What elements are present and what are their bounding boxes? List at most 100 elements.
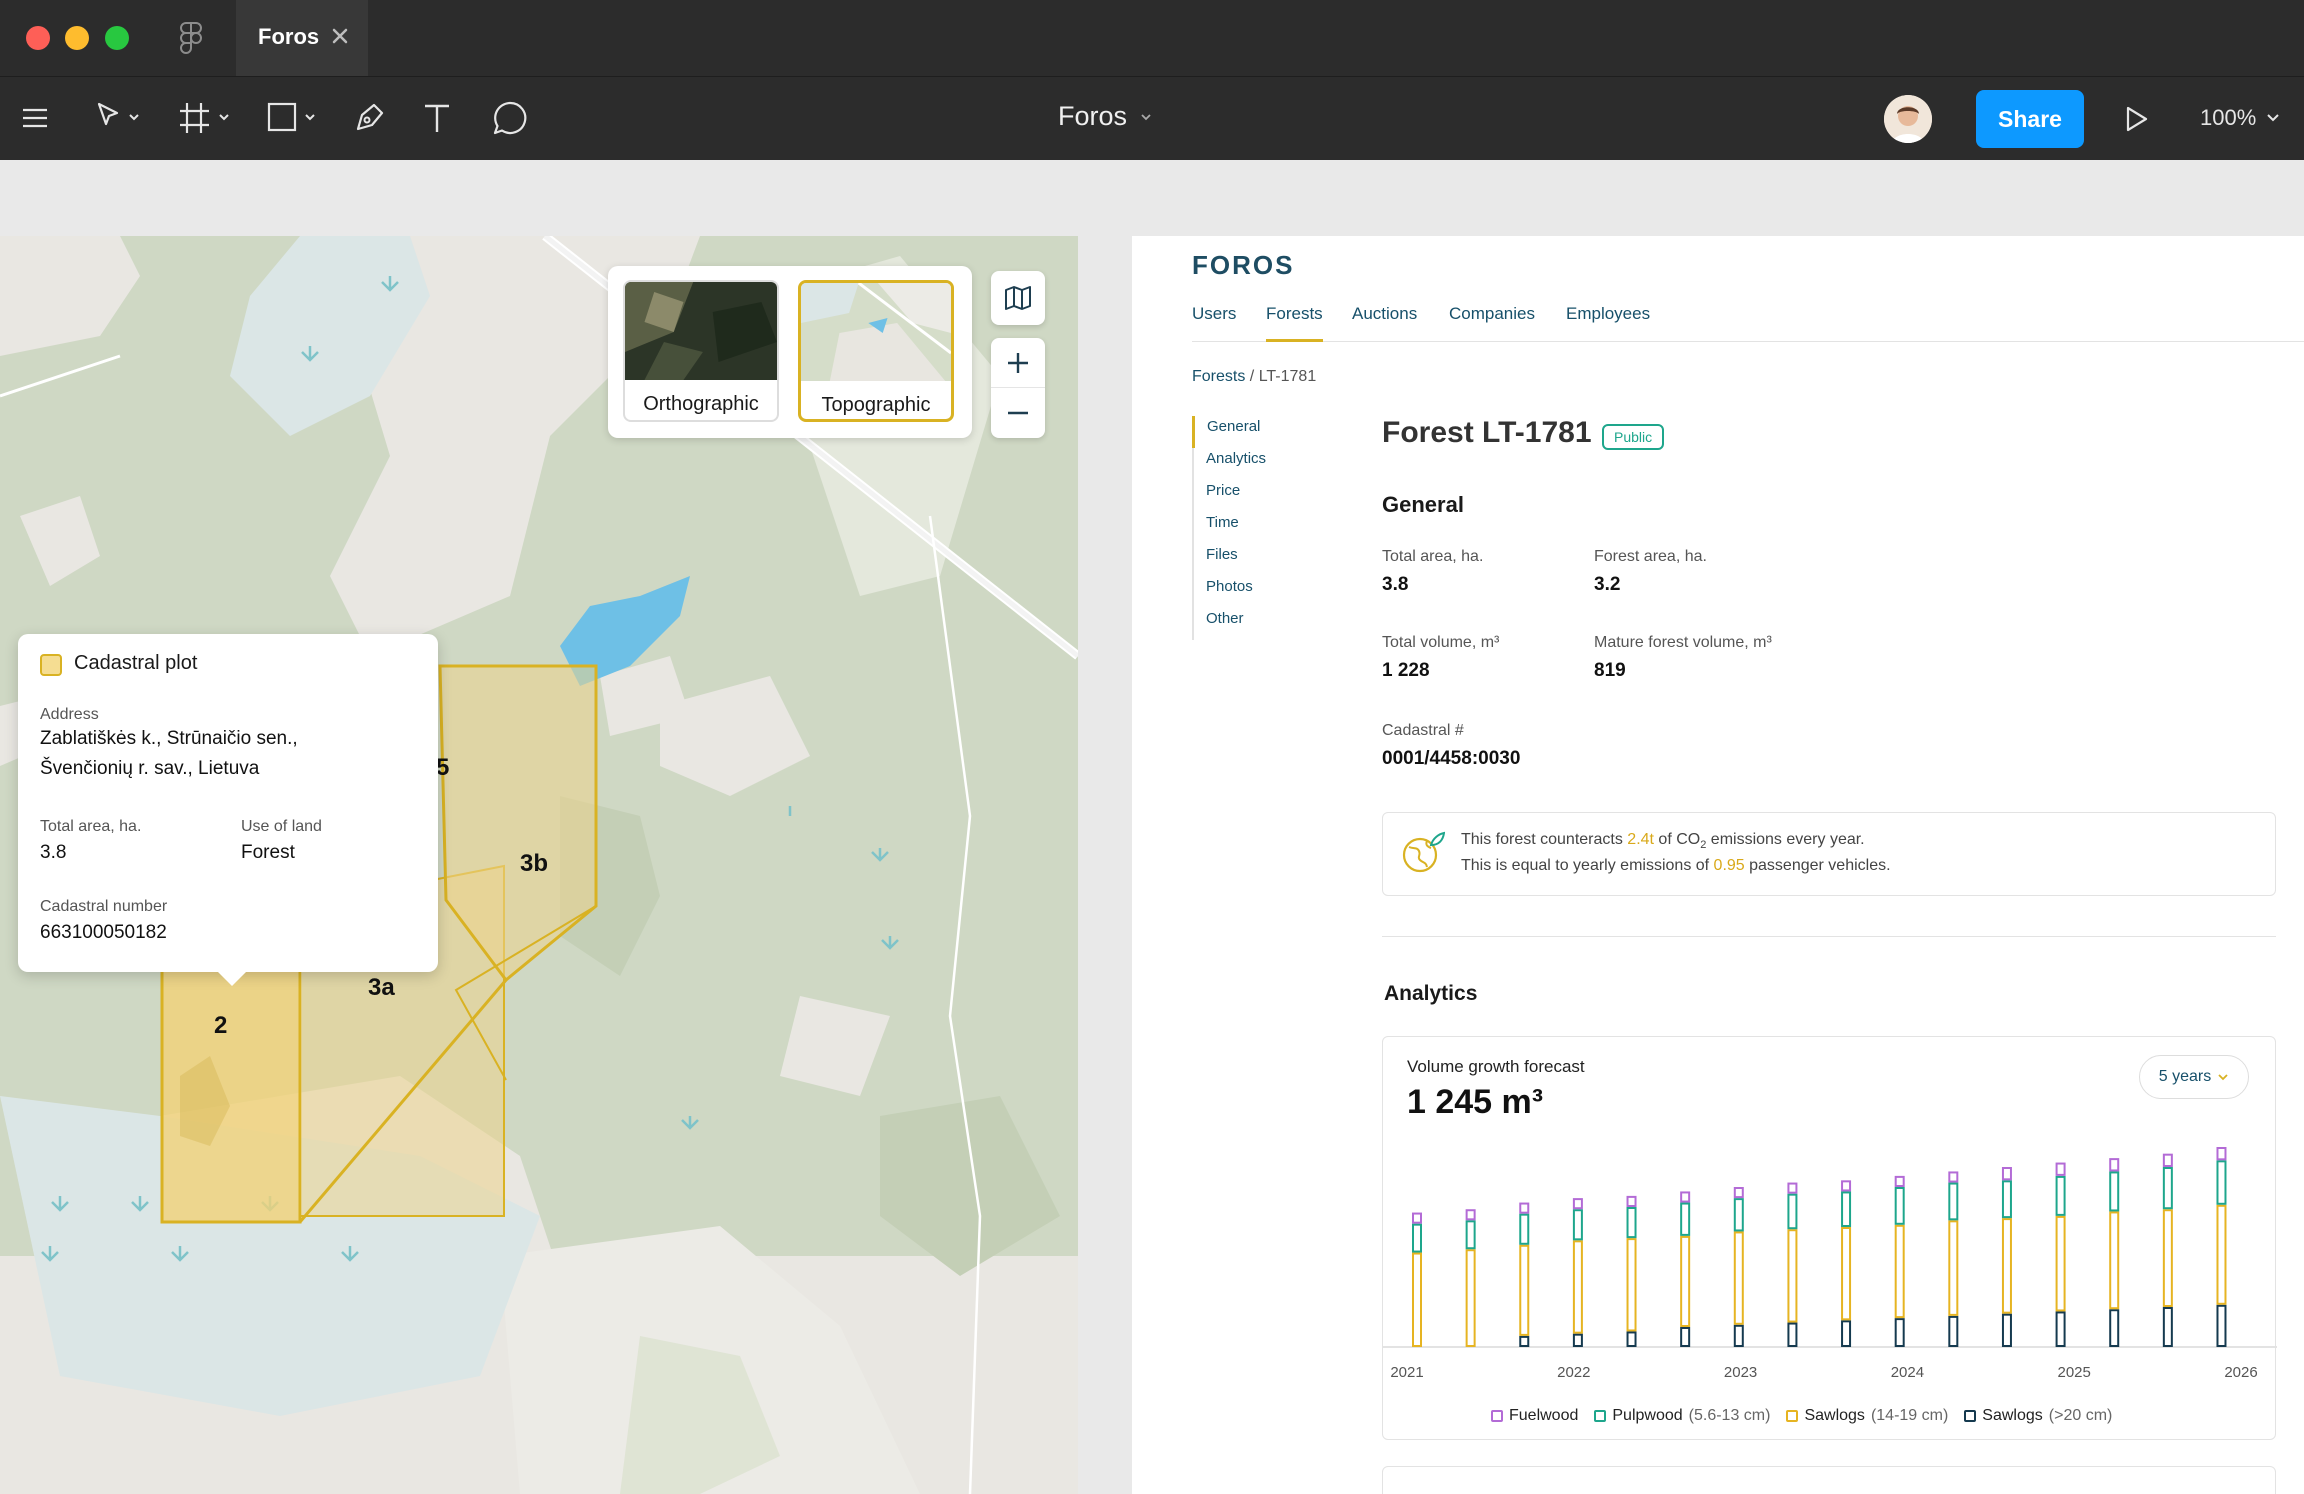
nav-forests[interactable]: Forests (1266, 304, 1323, 342)
breadcrumb-parent[interactable]: Forests (1192, 368, 1246, 385)
bar-segment-1-5[interactable] (1680, 1235, 1691, 1327)
bar-segment-2-3[interactable] (1572, 1209, 1583, 1241)
bar-segment-3-10[interactable] (1948, 1171, 1959, 1183)
legend-item[interactable]: Sawlogs (14-19 cm) (1786, 1407, 1948, 1425)
bar-segment-0-4[interactable] (1626, 1331, 1637, 1347)
section-nav-photos[interactable]: Photos (1206, 578, 1253, 595)
frame-tool-button[interactable] (178, 97, 234, 139)
plot-label-3b[interactable]: 3b (520, 850, 549, 877)
bar-segment-1-10[interactable] (1948, 1220, 1959, 1316)
bar-segment-2-8[interactable] (1841, 1191, 1852, 1227)
bar-segment-1-0[interactable] (1412, 1252, 1422, 1347)
bar-segment-0-9[interactable] (1894, 1318, 1905, 1348)
bar-segment-3-3[interactable] (1572, 1198, 1583, 1210)
bar-segment-3-7[interactable] (1787, 1182, 1798, 1194)
bar-segment-3-15[interactable] (2216, 1147, 2227, 1161)
section-nav-price[interactable]: Price (1206, 482, 1241, 499)
bar-segment-0-7[interactable] (1787, 1322, 1798, 1348)
bar-segment-3-0[interactable] (1412, 1212, 1422, 1224)
bar-segment-3-14[interactable] (2162, 1153, 2173, 1167)
nav-users[interactable]: Users (1192, 304, 1237, 323)
bar-segment-1-14[interactable] (2162, 1209, 2173, 1307)
move-tool-button[interactable] (94, 97, 146, 139)
bar-segment-2-14[interactable] (2162, 1167, 2173, 1210)
pen-tool-button[interactable] (352, 97, 386, 139)
layer-orthographic[interactable]: Orthographic (623, 280, 779, 422)
legend-item[interactable]: Fuelwood (1491, 1407, 1578, 1425)
comment-tool-button[interactable] (492, 97, 528, 139)
bar-segment-0-12[interactable] (2055, 1311, 2066, 1347)
section-nav-analytics[interactable]: Analytics (1206, 450, 1267, 467)
bar-segment-3-5[interactable] (1680, 1191, 1691, 1203)
text-tool-button[interactable] (420, 97, 454, 139)
bar-segment-2-5[interactable] (1680, 1202, 1691, 1236)
bar-segment-1-13[interactable] (2109, 1211, 2120, 1310)
section-nav-other[interactable]: Other (1206, 610, 1244, 627)
minimize-window-button[interactable] (65, 26, 89, 50)
main-menu-button[interactable] (20, 97, 50, 139)
bar-segment-2-1[interactable] (1465, 1220, 1476, 1250)
bar-segment-3-2[interactable] (1519, 1202, 1530, 1214)
layer-topographic[interactable]: Topographic (798, 280, 954, 422)
shape-tool-button[interactable] (266, 97, 322, 139)
bar-segment-2-4[interactable] (1626, 1207, 1637, 1239)
user-avatar[interactable] (1884, 95, 1932, 143)
bar-segment-2-7[interactable] (1787, 1193, 1798, 1230)
bar-segment-2-15[interactable] (2216, 1160, 2227, 1205)
bar-segment-2-13[interactable] (2109, 1171, 2120, 1212)
bar-segment-0-14[interactable] (2162, 1307, 2173, 1347)
bar-segment-0-5[interactable] (1680, 1327, 1691, 1347)
bar-segment-2-0[interactable] (1412, 1223, 1422, 1253)
section-nav-general[interactable]: General (1192, 416, 1302, 448)
share-button[interactable]: Share (1976, 90, 2084, 148)
bar-segment-1-11[interactable] (2001, 1218, 2012, 1314)
volume-bar-chart[interactable]: 2021 2022 2023 2024 2025 2026 (1383, 1137, 2277, 1397)
maximize-window-button[interactable] (105, 26, 129, 50)
bar-segment-0-3[interactable] (1572, 1333, 1583, 1348)
zoom-dropdown[interactable]: 100% (2200, 105, 2280, 131)
bar-segment-2-11[interactable] (2001, 1180, 2012, 1219)
bar-segment-2-6[interactable] (1733, 1198, 1744, 1232)
bar-segment-3-4[interactable] (1626, 1195, 1637, 1207)
bar-segment-3-13[interactable] (2109, 1158, 2120, 1172)
bar-segment-1-4[interactable] (1626, 1238, 1637, 1332)
bar-segment-2-12[interactable] (2055, 1175, 2066, 1216)
bar-segment-1-3[interactable] (1572, 1240, 1583, 1334)
bar-segment-0-2[interactable] (1519, 1335, 1530, 1347)
bar-segment-2-10[interactable] (1948, 1182, 1959, 1221)
bar-segment-0-15[interactable] (2216, 1304, 2227, 1347)
bar-segment-3-8[interactable] (1841, 1180, 1852, 1192)
bar-segment-3-1[interactable] (1465, 1209, 1476, 1221)
bar-segment-3-9[interactable] (1894, 1175, 1905, 1187)
bar-segment-3-11[interactable] (2001, 1167, 2012, 1181)
bar-segment-1-1[interactable] (1465, 1249, 1476, 1347)
bar-segment-0-11[interactable] (2001, 1313, 2012, 1348)
bar-segment-0-8[interactable] (1841, 1320, 1852, 1347)
close-icon[interactable] (330, 26, 350, 46)
figma-logo-icon[interactable] (180, 22, 202, 55)
brand-logo[interactable]: FOROS (1192, 250, 1295, 280)
bar-segment-0-10[interactable] (1948, 1315, 1959, 1347)
nav-companies[interactable]: Companies (1449, 304, 1535, 323)
zoom-in-button[interactable] (991, 338, 1045, 388)
play-icon[interactable] (2122, 105, 2150, 133)
legend-item[interactable]: Sawlogs (>20 cm) (1964, 1407, 2112, 1425)
bar-segment-1-9[interactable] (1894, 1224, 1905, 1319)
nav-employees[interactable]: Employees (1566, 304, 1651, 323)
bar-segment-1-12[interactable] (2055, 1215, 2066, 1312)
plot-label-3a[interactable]: 3a (368, 974, 395, 1001)
bar-segment-1-6[interactable] (1733, 1231, 1744, 1325)
bar-segment-2-2[interactable] (1519, 1213, 1530, 1245)
period-select[interactable]: 5 years (2139, 1055, 2249, 1099)
bar-segment-0-13[interactable] (2109, 1309, 2120, 1348)
nav-auctions[interactable]: Auctions (1352, 304, 1418, 323)
bar-segment-1-15[interactable] (2216, 1204, 2227, 1305)
bar-segment-1-7[interactable] (1787, 1229, 1798, 1323)
plot-label-2[interactable]: 2 (214, 1012, 228, 1039)
file-title-dropdown[interactable]: Foros (1058, 101, 1153, 132)
bar-segment-1-2[interactable] (1519, 1244, 1530, 1336)
section-nav-files[interactable]: Files (1206, 546, 1238, 563)
section-nav-time[interactable]: Time (1206, 514, 1239, 531)
map-type-button[interactable] (991, 271, 1045, 325)
map-view[interactable]: 2 3a 3b 5 Orthographic Topographi (0, 236, 1078, 1494)
